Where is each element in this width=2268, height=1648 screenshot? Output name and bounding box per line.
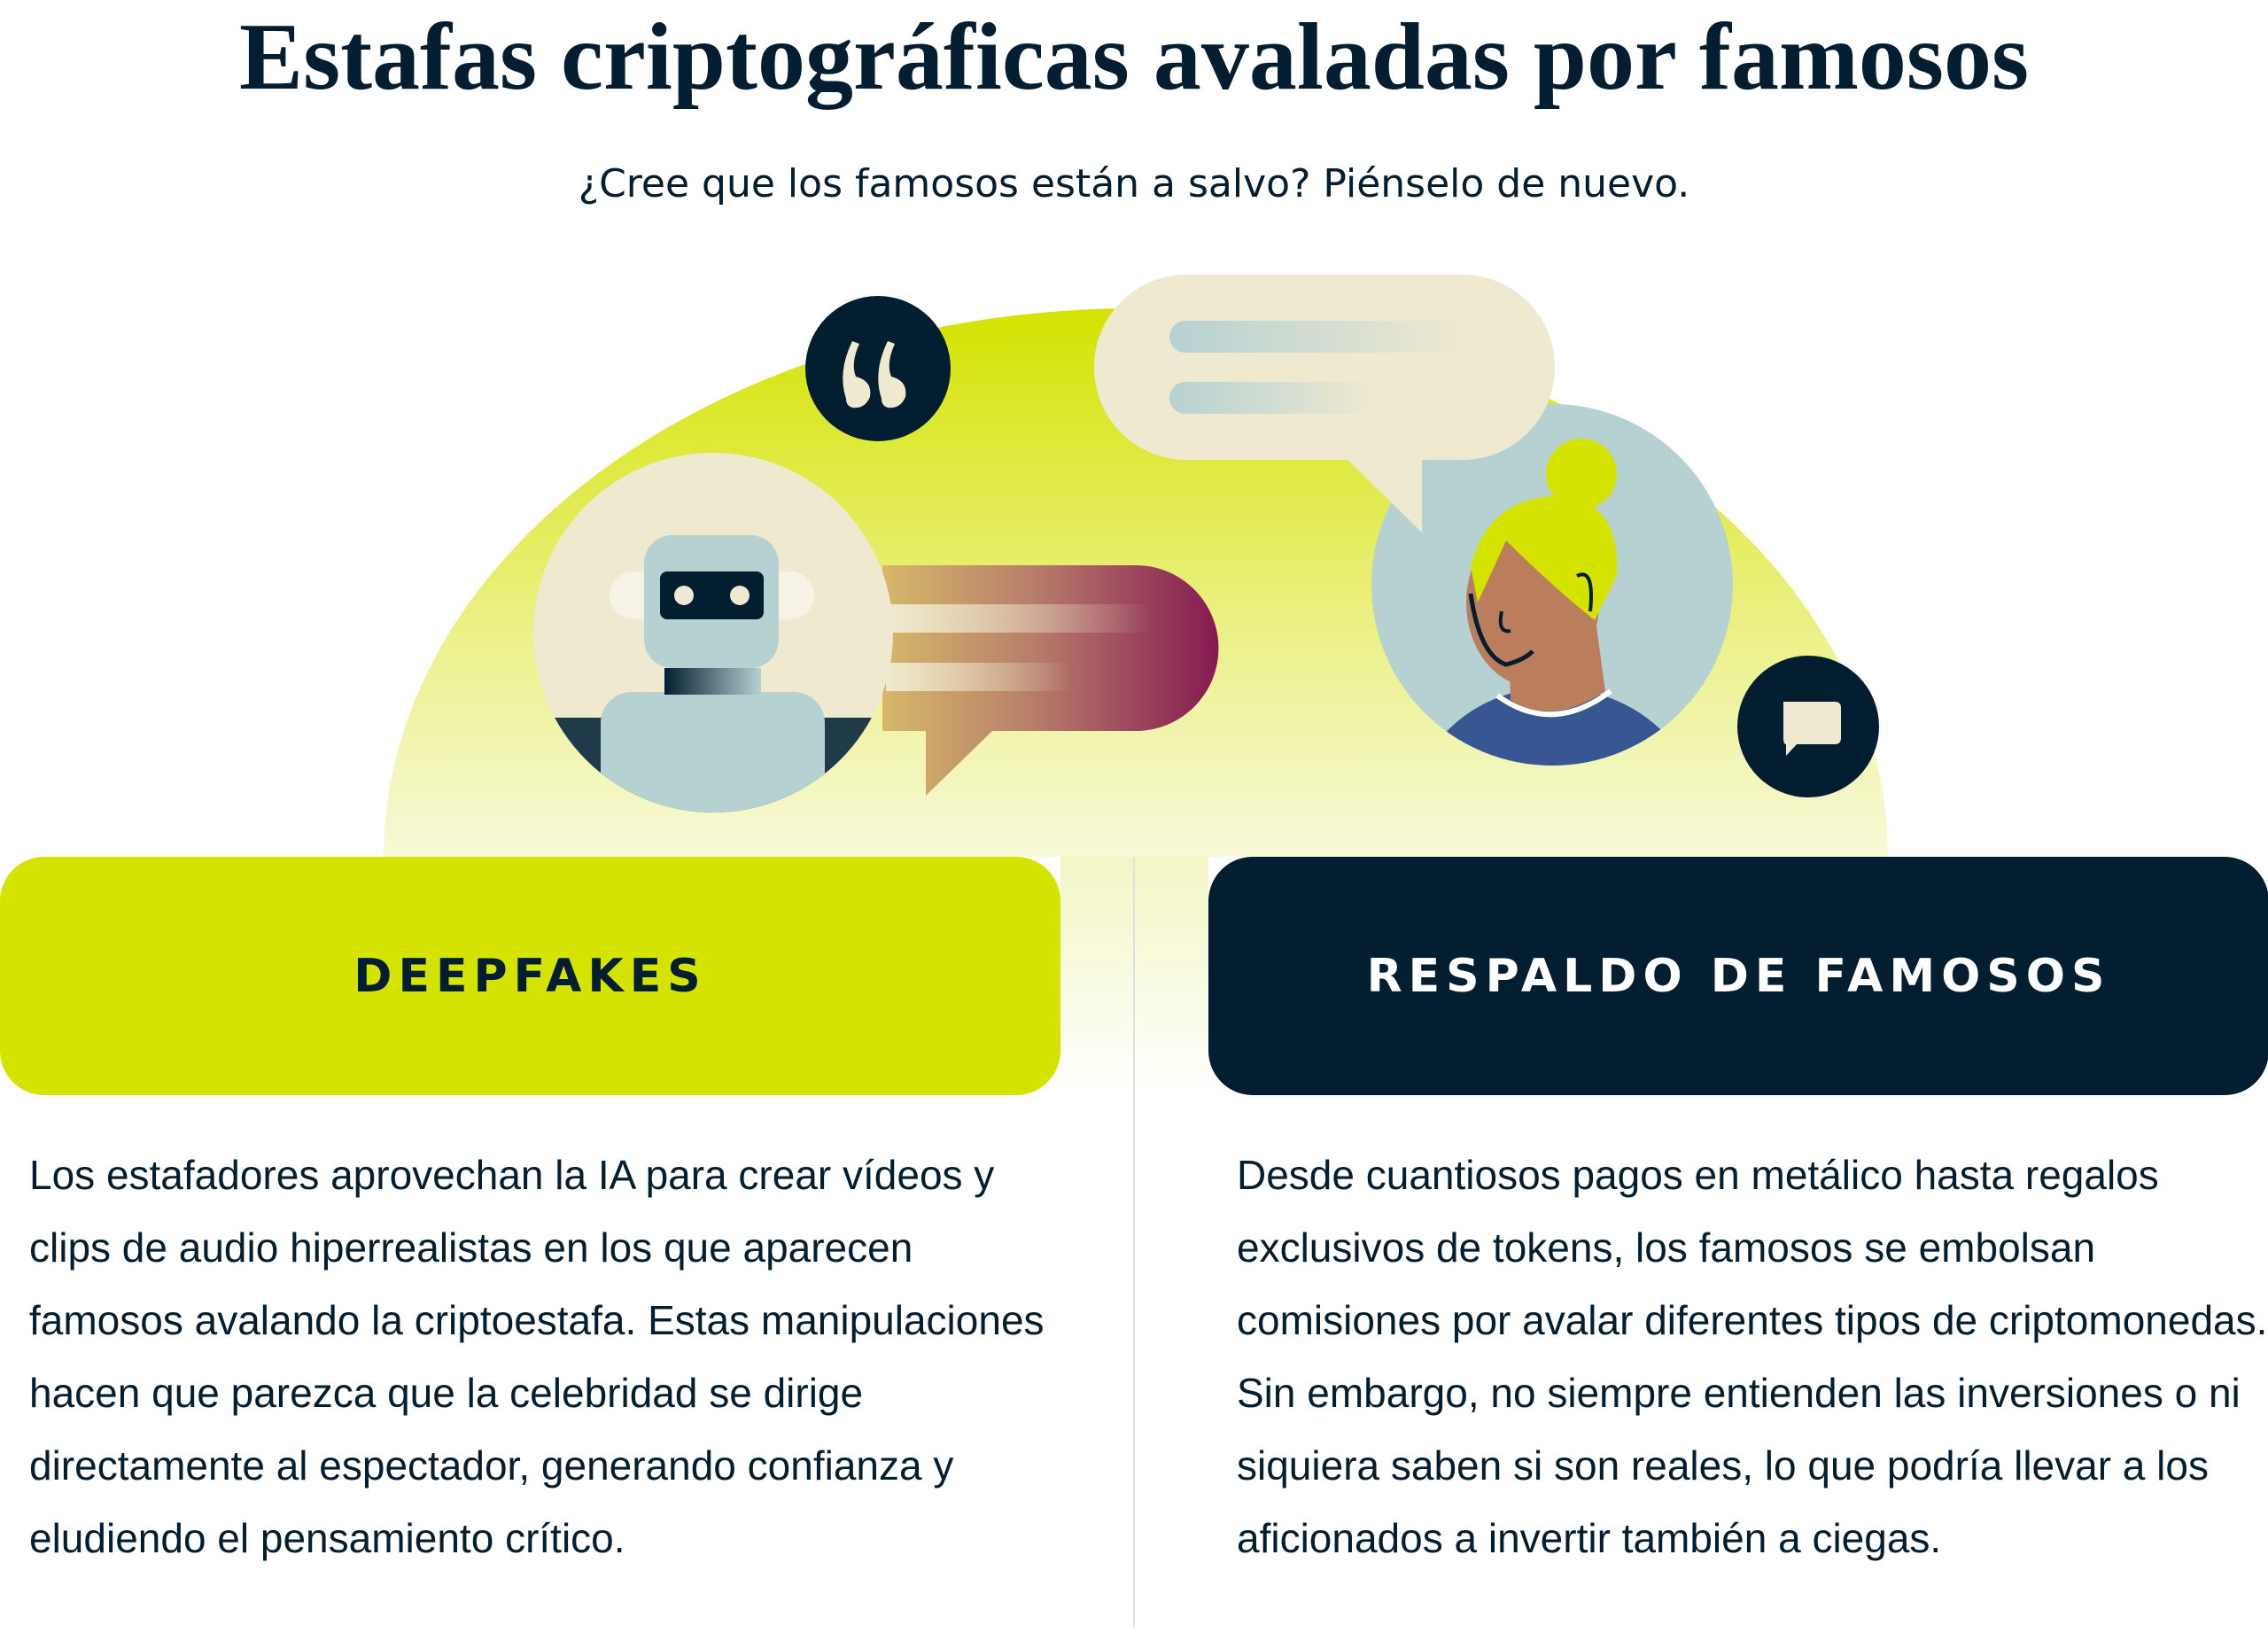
page-subtitle: ¿Cree que los famosos están a salvo? Pié… [578, 161, 1690, 206]
chat-icon [1737, 656, 1879, 797]
deepfakes-card-header: DEEPFAKES [0, 857, 1060, 1095]
column-divider [1133, 857, 1135, 1628]
quote-icon [805, 296, 951, 441]
celebrity-endorsement-label: RESPALDO DE FAMOSOS [1366, 949, 2111, 1003]
deepfakes-label: DEEPFAKES [353, 949, 707, 1003]
celebrity-endorsement-card-header: RESPALDO DE FAMOSOS [1208, 857, 2268, 1095]
celebrity-endorsement-description: Desde cuantiosos pagos en metálico hasta… [1237, 1152, 2268, 1561]
page-title: Estafas criptográficas avaladas por famo… [239, 4, 2029, 110]
deepfakes-description: Los estafadores aprovechan la IA para cr… [29, 1152, 1045, 1561]
speech-bubble-icon [1094, 275, 1555, 532]
gradient-speech-bubble-icon [882, 565, 1219, 796]
woman-avatar-icon [1371, 404, 1733, 766]
